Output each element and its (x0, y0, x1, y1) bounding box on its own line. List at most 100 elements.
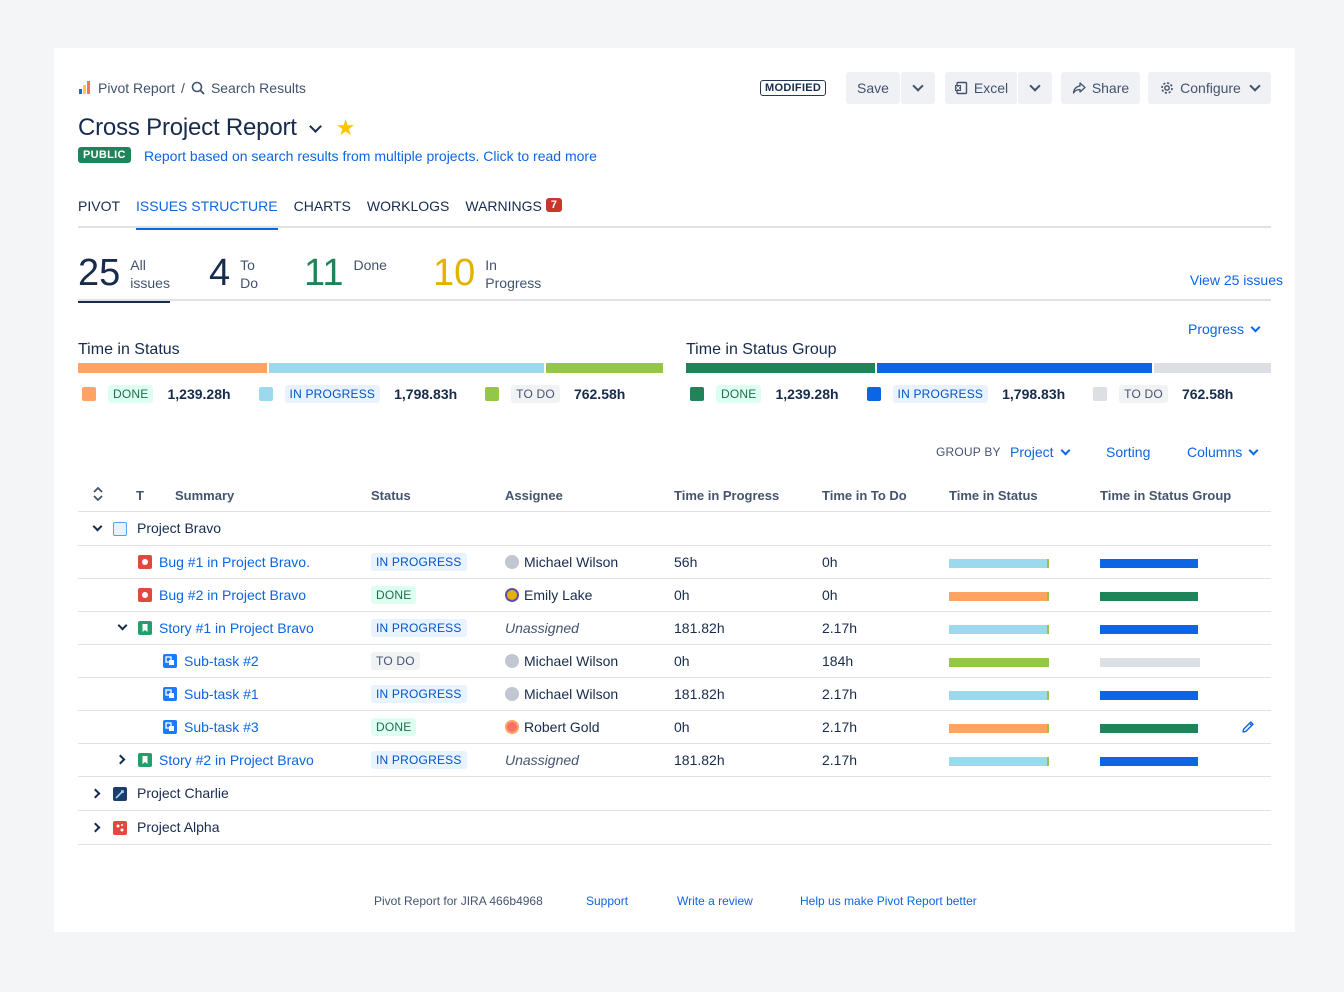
breadcrumb-root[interactable]: Pivot Report (98, 80, 176, 96)
table-row[interactable]: Bug #2 in Project Bravo DONE Emily Lake … (78, 579, 1271, 612)
issue-counters: 25 All issues 4 To Do 11 Done 10 In Progres… (78, 252, 1271, 303)
counter-label: Done (353, 257, 387, 273)
breadcrumb-current[interactable]: Search Results (210, 80, 306, 96)
subtask-icon (163, 687, 177, 701)
time-in-status-mini-bar (1047, 559, 1049, 568)
bug-icon (138, 555, 152, 569)
write-review-link[interactable]: Write a review (677, 894, 753, 908)
report-tabs: PIVOT ISSUES STRUCTURE CHARTS WORKLOGS W… (78, 198, 1271, 230)
breadcrumb: Pivot Report / Search Results (78, 80, 306, 96)
col-type[interactable]: T (136, 488, 144, 503)
collapse-icon[interactable] (117, 620, 128, 631)
tab-pivot[interactable]: PIVOT (78, 198, 120, 228)
status-lozenge: TO DO (511, 385, 560, 403)
table-row[interactable]: Sub-task #2 TO DO Michael Wilson 0h 184h (78, 645, 1271, 678)
assignee-name: Robert Gold (524, 719, 600, 735)
edit-pencil-icon[interactable] (1240, 719, 1256, 738)
issue-summary-link[interactable]: Bug #1 in Project Bravo. (159, 554, 310, 570)
col-time-in-progress[interactable]: Time in Progress (674, 488, 780, 503)
progress-dropdown[interactable]: Progress (1188, 321, 1261, 337)
col-summary[interactable]: Summary (175, 488, 235, 503)
tab-warnings[interactable]: WARNINGS 7 (465, 198, 562, 228)
tab-worklogs[interactable]: WORKLOGS (367, 198, 449, 228)
feedback-link[interactable]: Help us make Pivot Report better (800, 894, 977, 908)
footer-version: Pivot Report for JIRA 466b4968 (374, 894, 543, 908)
counter-value: 25 (78, 252, 121, 294)
issue-summary-link[interactable]: Sub-task #2 (184, 653, 259, 669)
chevron-down-icon (1248, 445, 1259, 455)
counter-to-do[interactable]: 4 To Do (209, 253, 258, 301)
view-issues-link[interactable]: View 25 issues (1189, 272, 1283, 288)
tab-label: PIVOT (78, 198, 121, 214)
tab-issues-structure[interactable]: ISSUES STRUCTURE (136, 198, 278, 230)
columns-label: Columns (1187, 444, 1243, 460)
bar-segment (686, 363, 876, 373)
pivot-report-logo-icon (78, 81, 92, 95)
col-time-in-status-group[interactable]: Time in Status Group (1100, 488, 1232, 503)
issue-summary-link[interactable]: Sub-task #3 (184, 719, 259, 735)
issue-summary-link[interactable]: Sub-task #1 (184, 686, 259, 702)
counter-all-issues[interactable]: 25 All issues (78, 252, 170, 303)
bar-segment (546, 363, 663, 373)
time-in-status-group-mini-bar (1100, 757, 1198, 766)
table-row[interactable]: Bug #1 in Project Bravo. IN PROGRESS Mic… (78, 546, 1271, 579)
counter-done[interactable]: 11 Done (304, 253, 387, 301)
table-row[interactable]: Sub-task #3 DONE Robert Gold 0h 2.17h (78, 711, 1271, 744)
expand-icon[interactable] (115, 754, 126, 765)
time-in-todo: 2.17h (822, 752, 858, 768)
support-link[interactable]: Support (586, 894, 629, 908)
breadcrumb-separator: / (181, 80, 185, 96)
sorting-button[interactable]: Sorting (1106, 444, 1150, 460)
counter-in-progress[interactable]: 10 In Progress (433, 253, 541, 301)
col-time-in-todo[interactable]: Time in To Do (822, 488, 907, 503)
table-row[interactable]: Sub-task #1 IN PROGRESS Michael Wilson 1… (78, 678, 1271, 711)
expand-collapse-all-icon[interactable] (92, 486, 104, 505)
col-assignee[interactable]: Assignee (505, 488, 563, 503)
project-row-bravo[interactable]: Project Bravo (78, 512, 1271, 546)
save-options-button[interactable] (901, 72, 935, 104)
table-row[interactable]: Story #2 in Project Bravo IN PROGRESS Un… (78, 744, 1271, 777)
time-in-status-mini-bar (949, 691, 1047, 700)
group-by-dropdown[interactable]: Project (1010, 444, 1071, 460)
report-title[interactable]: Cross Project Report ★ (78, 114, 355, 142)
project-name: Project Alpha (137, 819, 220, 835)
excel-button[interactable]: Excel (945, 72, 1017, 104)
expand-icon[interactable] (90, 788, 101, 799)
issue-summary-link[interactable]: Bug #2 in Project Bravo (159, 587, 307, 603)
issue-summary-link[interactable]: Story #1 in Project Bravo (159, 620, 314, 636)
project-row-alpha[interactable]: Project Alpha (78, 811, 1271, 845)
counter-label: In Progress (485, 257, 542, 291)
excel-options-button[interactable] (1018, 72, 1052, 104)
tab-charts[interactable]: CHARTS (294, 198, 351, 228)
expand-icon[interactable] (90, 822, 101, 833)
time-in-status-mini-bar (949, 724, 1047, 733)
group-by-value: Project (1010, 444, 1054, 460)
chevron-down-icon[interactable] (308, 119, 322, 133)
hours-value: 762.58h (1181, 386, 1234, 402)
time-in-progress: 0h (674, 719, 690, 735)
time-in-status-mini-bar (949, 592, 1047, 601)
time-in-status-legend: DONE 1,239.28h IN PROGRESS 1,798.83h TO … (82, 385, 653, 403)
story-icon (138, 621, 152, 635)
time-in-todo: 2.17h (822, 719, 858, 735)
bar-segment (877, 363, 1153, 373)
save-button[interactable]: Save (846, 72, 900, 104)
time-in-status-mini-bar (1047, 757, 1049, 766)
project-name: Project Charlie (137, 785, 229, 801)
hours-value: 1,798.83h (394, 386, 458, 402)
tab-label: WORKLOGS (366, 198, 450, 214)
star-icon[interactable]: ★ (335, 115, 356, 140)
project-alpha-avatar-icon (113, 821, 127, 835)
col-time-in-status[interactable]: Time in Status (949, 488, 1038, 503)
to-do-swatch (485, 387, 500, 401)
issue-summary-link[interactable]: Story #2 in Project Bravo (159, 752, 314, 768)
default-avatar-icon (505, 654, 519, 668)
report-description-link[interactable]: Report based on search results from mult… (144, 148, 597, 164)
collapse-icon[interactable] (92, 521, 103, 532)
col-status[interactable]: Status (371, 488, 411, 503)
columns-dropdown[interactable]: Columns (1187, 444, 1259, 460)
project-row-charlie[interactable]: Project Charlie (78, 777, 1271, 811)
table-row[interactable]: Story #1 in Project Bravo IN PROGRESS Un… (78, 612, 1271, 645)
share-button[interactable]: Share (1061, 72, 1140, 104)
configure-button[interactable]: Configure (1148, 72, 1271, 104)
